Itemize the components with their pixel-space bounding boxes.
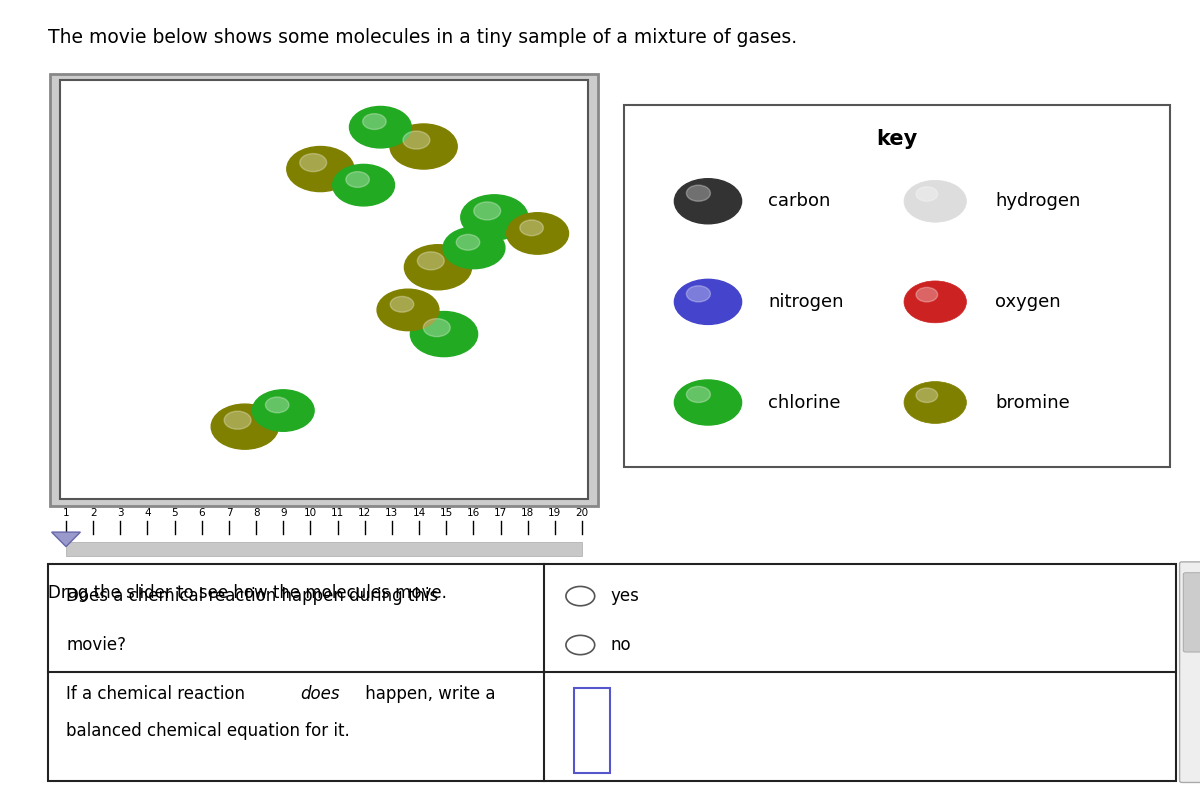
Circle shape — [211, 404, 278, 449]
Circle shape — [443, 227, 505, 269]
Circle shape — [916, 388, 937, 402]
Text: Drag the slider to see how the molecules move.: Drag the slider to see how the molecules… — [48, 584, 446, 601]
Circle shape — [287, 147, 354, 192]
Circle shape — [904, 281, 966, 323]
Text: 15: 15 — [439, 508, 452, 518]
Text: 10: 10 — [304, 508, 317, 518]
Circle shape — [904, 180, 966, 222]
Circle shape — [506, 213, 569, 254]
Text: The movie below shows some molecules in a tiny sample of a mixture of gases.: The movie below shows some molecules in … — [48, 28, 797, 47]
Text: hydrogen: hydrogen — [995, 192, 1080, 210]
Text: nitrogen: nitrogen — [768, 293, 844, 311]
Text: bromine: bromine — [995, 394, 1070, 411]
Text: carbon: carbon — [768, 192, 830, 210]
Text: 19: 19 — [548, 508, 562, 518]
Text: key: key — [876, 129, 918, 149]
Text: chlorine: chlorine — [768, 394, 840, 411]
Circle shape — [300, 154, 326, 171]
Circle shape — [686, 286, 710, 302]
Text: balanced chemical equation for it.: balanced chemical equation for it. — [66, 721, 349, 740]
FancyBboxPatch shape — [624, 105, 1170, 467]
Polygon shape — [52, 532, 80, 547]
Text: movie?: movie? — [66, 636, 126, 654]
Text: no: no — [611, 636, 631, 654]
Text: 16: 16 — [467, 508, 480, 518]
Circle shape — [224, 411, 251, 429]
Circle shape — [410, 312, 478, 357]
Circle shape — [520, 220, 544, 236]
FancyBboxPatch shape — [1180, 562, 1200, 782]
Circle shape — [390, 124, 457, 169]
Circle shape — [390, 296, 414, 312]
Circle shape — [252, 390, 314, 431]
FancyBboxPatch shape — [66, 542, 582, 556]
Text: oxygen: oxygen — [995, 293, 1061, 311]
Text: 3: 3 — [118, 508, 124, 518]
Text: Does a chemical reaction happen during this: Does a chemical reaction happen during t… — [66, 587, 438, 605]
Text: happen, write a: happen, write a — [360, 685, 496, 704]
Circle shape — [362, 114, 386, 130]
Text: 18: 18 — [521, 508, 534, 518]
Text: 11: 11 — [331, 508, 344, 518]
Circle shape — [418, 252, 444, 270]
FancyBboxPatch shape — [48, 564, 1176, 781]
Text: 13: 13 — [385, 508, 398, 518]
Text: 14: 14 — [413, 508, 426, 518]
Text: 9: 9 — [280, 508, 287, 518]
Circle shape — [424, 319, 450, 336]
Text: 17: 17 — [494, 508, 508, 518]
Circle shape — [265, 397, 289, 413]
Circle shape — [674, 279, 742, 324]
Text: 8: 8 — [253, 508, 259, 518]
Circle shape — [456, 234, 480, 250]
Circle shape — [916, 187, 937, 201]
Circle shape — [349, 106, 412, 148]
Circle shape — [686, 185, 710, 201]
Circle shape — [346, 171, 370, 188]
Text: 1: 1 — [62, 508, 70, 518]
Circle shape — [404, 245, 472, 290]
Circle shape — [916, 287, 937, 302]
Circle shape — [377, 289, 439, 331]
Circle shape — [674, 380, 742, 425]
Circle shape — [674, 179, 742, 224]
Circle shape — [332, 164, 395, 206]
Text: 7: 7 — [226, 508, 233, 518]
FancyBboxPatch shape — [50, 74, 598, 506]
Circle shape — [461, 195, 528, 240]
Text: 5: 5 — [172, 508, 178, 518]
FancyBboxPatch shape — [575, 688, 611, 773]
Text: 2: 2 — [90, 508, 96, 518]
Text: If a chemical reaction: If a chemical reaction — [66, 685, 251, 704]
Text: 4: 4 — [144, 508, 151, 518]
Text: 12: 12 — [358, 508, 371, 518]
Circle shape — [403, 131, 430, 149]
FancyBboxPatch shape — [60, 80, 588, 499]
Text: yes: yes — [611, 587, 640, 605]
FancyBboxPatch shape — [1183, 573, 1200, 652]
Circle shape — [904, 382, 966, 423]
Text: 6: 6 — [198, 508, 205, 518]
Text: does: does — [300, 685, 340, 704]
Text: 20: 20 — [576, 508, 588, 518]
Circle shape — [686, 386, 710, 402]
Circle shape — [474, 202, 500, 220]
